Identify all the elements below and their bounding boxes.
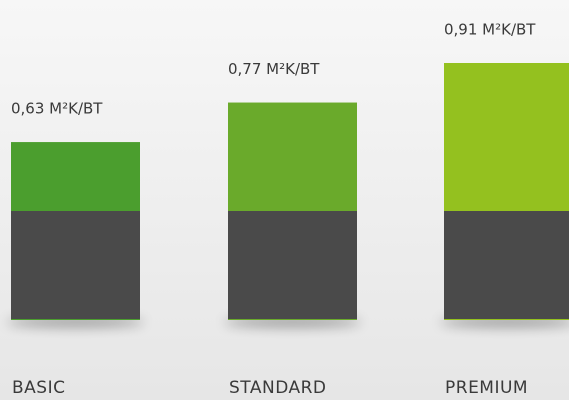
category-label: PREMIUM bbox=[445, 378, 528, 398]
value-label: 0,77 M²K/BT bbox=[228, 60, 320, 78]
bar-base bbox=[11, 211, 140, 319]
category-label: BASIC bbox=[12, 378, 65, 398]
bar-base bbox=[228, 211, 357, 319]
value-label: 0,91 M²K/BT bbox=[444, 21, 536, 39]
value-label: 0,63 M²K/BT bbox=[11, 100, 103, 118]
category-label: STANDARD bbox=[229, 378, 327, 398]
bar-base bbox=[444, 211, 569, 319]
